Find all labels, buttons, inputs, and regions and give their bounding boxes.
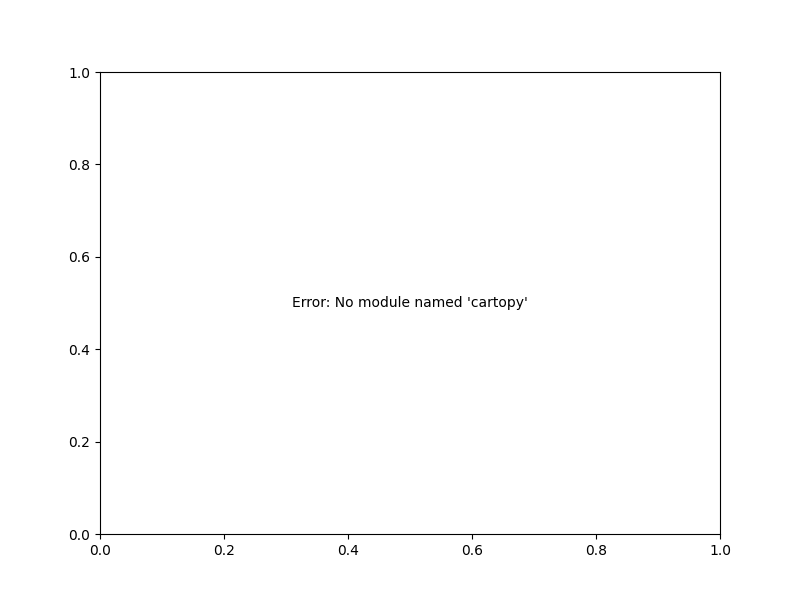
Text: Error: No module named 'cartopy': Error: No module named 'cartopy' <box>292 296 528 310</box>
